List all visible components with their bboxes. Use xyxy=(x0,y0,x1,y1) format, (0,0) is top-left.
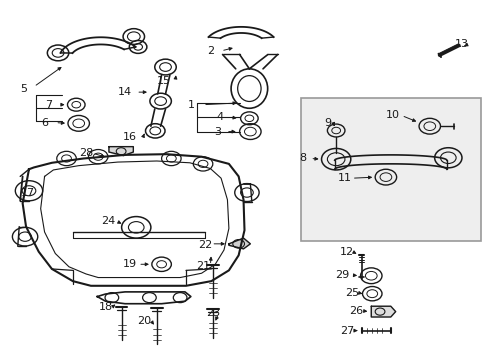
Text: 19: 19 xyxy=(122,259,137,269)
Text: 22: 22 xyxy=(198,239,212,249)
Text: 9: 9 xyxy=(323,118,330,128)
Text: 1: 1 xyxy=(187,100,194,110)
Text: 24: 24 xyxy=(101,216,115,226)
Text: 28: 28 xyxy=(79,148,93,158)
Text: 26: 26 xyxy=(349,306,363,316)
Text: 17: 17 xyxy=(20,188,35,198)
Text: 4: 4 xyxy=(216,112,223,122)
Polygon shape xyxy=(109,147,133,156)
Text: 10: 10 xyxy=(386,111,399,121)
Text: 5: 5 xyxy=(20,84,27,94)
Text: 20: 20 xyxy=(137,316,151,325)
Text: 16: 16 xyxy=(122,132,137,142)
Polygon shape xyxy=(370,306,395,317)
FancyBboxPatch shape xyxy=(300,98,480,241)
Text: 12: 12 xyxy=(339,247,353,257)
Text: 29: 29 xyxy=(334,270,348,280)
Text: 18: 18 xyxy=(98,302,112,312)
Text: 21: 21 xyxy=(196,261,210,271)
Text: 3: 3 xyxy=(214,127,221,136)
Text: 6: 6 xyxy=(41,118,48,128)
Text: 2: 2 xyxy=(206,46,213,56)
Text: 15: 15 xyxy=(157,76,171,86)
Text: 8: 8 xyxy=(299,153,306,163)
Polygon shape xyxy=(228,238,250,249)
Text: 14: 14 xyxy=(118,87,132,97)
Text: 7: 7 xyxy=(45,100,52,110)
Text: 13: 13 xyxy=(453,39,468,49)
Text: 23: 23 xyxy=(205,309,220,318)
Text: 11: 11 xyxy=(337,173,351,183)
Text: 25: 25 xyxy=(344,288,358,298)
Text: 27: 27 xyxy=(339,325,353,336)
